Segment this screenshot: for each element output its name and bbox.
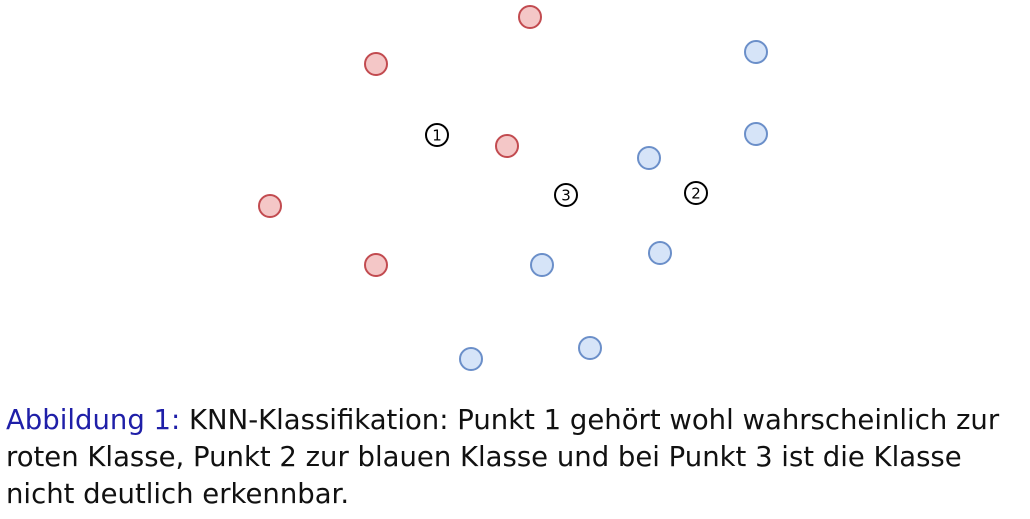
- query-point-2: 2: [684, 181, 708, 205]
- knn-scatter-figure: 1 2 3: [258, 5, 768, 371]
- blue-point-6: [578, 336, 602, 360]
- query-point-3: 3: [554, 183, 578, 207]
- blue-point-4: [648, 241, 672, 265]
- figure-caption: Abbildung 1: KNN-Klassifikation: Punkt 1…: [6, 402, 1016, 513]
- query-point-label: 3: [561, 187, 571, 205]
- red-point-1: [518, 5, 542, 29]
- caption-text: KNN-Klassifikation: Punkt 1 gehört wohl …: [6, 404, 1000, 510]
- blue-point-1: [744, 40, 768, 64]
- blue-point-7: [459, 347, 483, 371]
- red-point-4: [258, 194, 282, 218]
- blue-point-5: [530, 253, 554, 277]
- query-points: 1 2 3: [425, 123, 708, 207]
- query-point-circle: [554, 183, 578, 207]
- blue-point-2: [744, 122, 768, 146]
- blue-point-3: [637, 146, 661, 170]
- red-point-5: [364, 253, 388, 277]
- query-point-label: 1: [432, 127, 442, 145]
- query-point-circle: [425, 123, 449, 147]
- query-point-circle: [684, 181, 708, 205]
- data-points: [258, 5, 768, 371]
- red-point-2: [364, 52, 388, 76]
- caption-label: Abbildung 1:: [6, 404, 181, 436]
- query-point-1: 1: [425, 123, 449, 147]
- query-point-label: 2: [691, 185, 701, 203]
- red-point-3: [495, 134, 519, 158]
